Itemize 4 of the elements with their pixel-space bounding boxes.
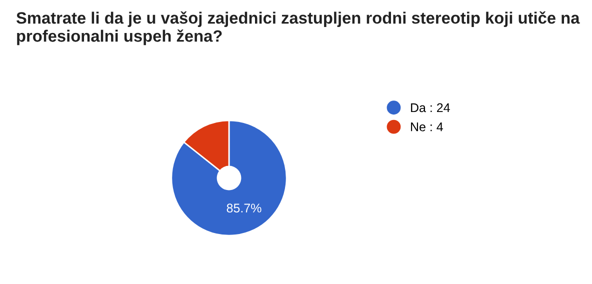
data-label: 85.7% [226,204,262,212]
chart-title: Smatrate li da je u vašoj zajednici zastupljen rodni stereotip koji utiče na profesionalni uspeh žena? [16,11,580,46]
legend-label: Ne : 4 [411,122,443,132]
legend-label: Da : 24 [411,103,450,112]
